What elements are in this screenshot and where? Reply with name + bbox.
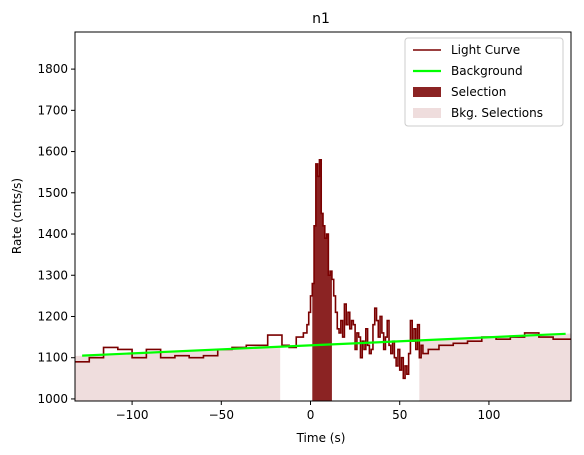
legend-box [404, 37, 564, 127]
legend-swatch-3 [413, 108, 441, 118]
legend: Light Curve Background Selection Bkg. Selec… [404, 37, 564, 127]
background-layer [82, 332, 566, 357]
y-tick-label: 1000 [37, 392, 68, 406]
background-line [82, 332, 566, 357]
bkg-selections-layer [75, 333, 571, 401]
bkg-selection-region-0 [75, 346, 281, 401]
legend-label-0: Light Curve [451, 43, 520, 57]
selection-layer [312, 159, 332, 401]
y-tick-label: 1500 [37, 186, 68, 200]
legend-label-2: Selection [451, 85, 506, 99]
y-tick-label: 1800 [37, 62, 68, 76]
x-axis: −100 −50 0 50 100 [116, 401, 500, 422]
selection-region [312, 159, 332, 401]
y-tick-label: 1300 [37, 268, 68, 282]
legend-swatch-2 [413, 87, 441, 97]
light-curve-line [75, 159, 571, 380]
x-tick-label: −50 [209, 408, 234, 422]
y-axis-label: Rate (cnts/s) [10, 178, 24, 254]
y-tick-label: 1600 [37, 145, 68, 159]
y-axis: 1000 1100 1200 1300 1400 1500 1600 1700 1800 [37, 62, 75, 406]
y-tick-label: 1400 [37, 227, 68, 241]
x-axis-label: Time (s) [296, 431, 346, 445]
x-tick-label: 100 [477, 408, 500, 422]
bkg-selection-region-1 [419, 333, 571, 401]
legend-label-3: Bkg. Selections [451, 106, 543, 120]
x-tick-label: −100 [116, 408, 149, 422]
axes-frame [74, 31, 572, 402]
x-tick-label: 50 [392, 408, 407, 422]
y-tick-label: 1200 [37, 309, 68, 323]
y-tick-label: 1700 [37, 103, 68, 117]
light-curve-layer [75, 159, 571, 380]
chart-title: n1 [312, 11, 330, 27]
plot-area [75, 159, 571, 401]
x-tick-label: 0 [307, 408, 315, 422]
y-tick-label: 1100 [37, 351, 68, 365]
legend-label-1: Background [451, 64, 523, 78]
